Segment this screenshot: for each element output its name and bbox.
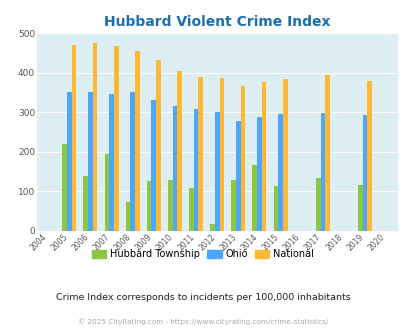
Bar <box>282 79 287 231</box>
Bar <box>177 71 181 231</box>
Bar <box>189 188 193 231</box>
Bar <box>277 114 282 231</box>
Bar <box>130 92 135 231</box>
Bar <box>367 81 371 231</box>
Bar <box>147 181 151 231</box>
Bar <box>240 86 245 231</box>
Bar <box>156 60 160 231</box>
Bar <box>357 185 362 231</box>
Bar <box>256 116 261 231</box>
Bar <box>324 75 329 231</box>
Text: Crime Index corresponds to incidents per 100,000 inhabitants: Crime Index corresponds to incidents per… <box>55 292 350 302</box>
Bar <box>83 176 88 231</box>
Bar <box>362 115 367 231</box>
Bar <box>273 186 277 231</box>
Bar <box>126 202 130 231</box>
Text: © 2025 CityRating.com - https://www.cityrating.com/crime-statistics/: © 2025 CityRating.com - https://www.city… <box>78 318 327 325</box>
Bar <box>67 92 71 231</box>
Bar <box>219 78 224 231</box>
Bar <box>109 94 113 231</box>
Bar <box>235 121 240 231</box>
Bar <box>104 154 109 231</box>
Bar <box>168 180 172 231</box>
Title: Hubbard Violent Crime Index: Hubbard Violent Crime Index <box>104 15 330 29</box>
Bar <box>214 112 219 231</box>
Bar <box>198 77 202 231</box>
Bar <box>151 100 156 231</box>
Bar <box>193 109 198 231</box>
Bar <box>320 113 324 231</box>
Bar <box>210 224 214 231</box>
Bar <box>62 144 67 231</box>
Bar <box>113 46 118 231</box>
Legend: Hubbard Township, Ohio, National: Hubbard Township, Ohio, National <box>90 248 315 261</box>
Bar <box>231 180 235 231</box>
Bar <box>261 82 266 231</box>
Bar <box>71 45 76 231</box>
Bar <box>315 178 320 231</box>
Bar <box>252 165 256 231</box>
Bar <box>88 92 92 231</box>
Bar <box>92 43 97 231</box>
Bar <box>172 106 177 231</box>
Bar <box>135 51 139 231</box>
